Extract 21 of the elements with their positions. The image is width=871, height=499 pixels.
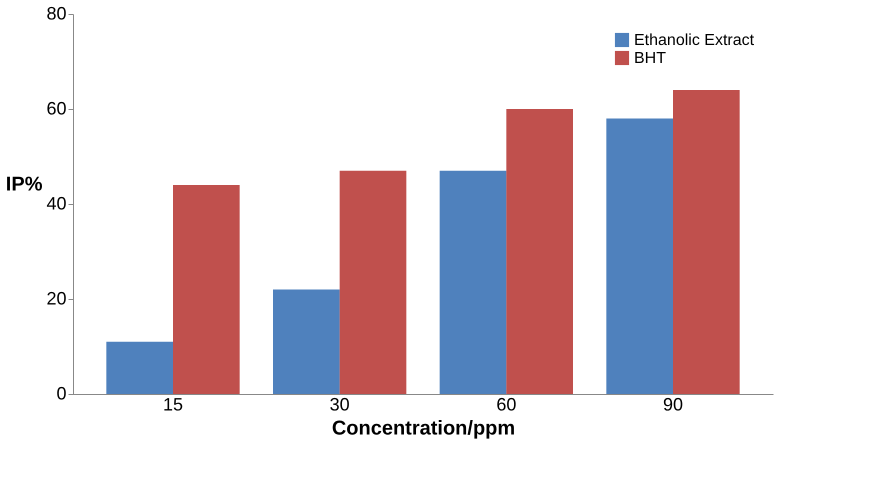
y-tick-label: 60 bbox=[46, 98, 66, 118]
bar bbox=[173, 185, 240, 394]
bar bbox=[340, 170, 406, 394]
x-tick-label: 90 bbox=[662, 394, 684, 414]
y-tick-label: 20 bbox=[46, 288, 66, 308]
y-axis-title: IP% bbox=[6, 174, 43, 196]
y-tick-label: 0 bbox=[56, 384, 66, 404]
y-tick-label: 80 bbox=[46, 4, 66, 24]
x-tick-label: 30 bbox=[330, 394, 350, 414]
x-tick-label: 60 bbox=[496, 394, 516, 414]
bar bbox=[273, 290, 340, 394]
x-tick-label: 15 bbox=[162, 394, 184, 414]
legend-label: Ethanolic Extract bbox=[634, 32, 755, 49]
x-axis-title: Concentration/ppm bbox=[332, 418, 516, 440]
y-tick-label: 40 bbox=[46, 194, 66, 214]
bar bbox=[606, 118, 673, 394]
legend-label: BHT bbox=[634, 50, 666, 67]
bar bbox=[673, 90, 740, 394]
bar bbox=[440, 170, 506, 394]
bar bbox=[106, 342, 173, 394]
bar bbox=[506, 109, 573, 394]
